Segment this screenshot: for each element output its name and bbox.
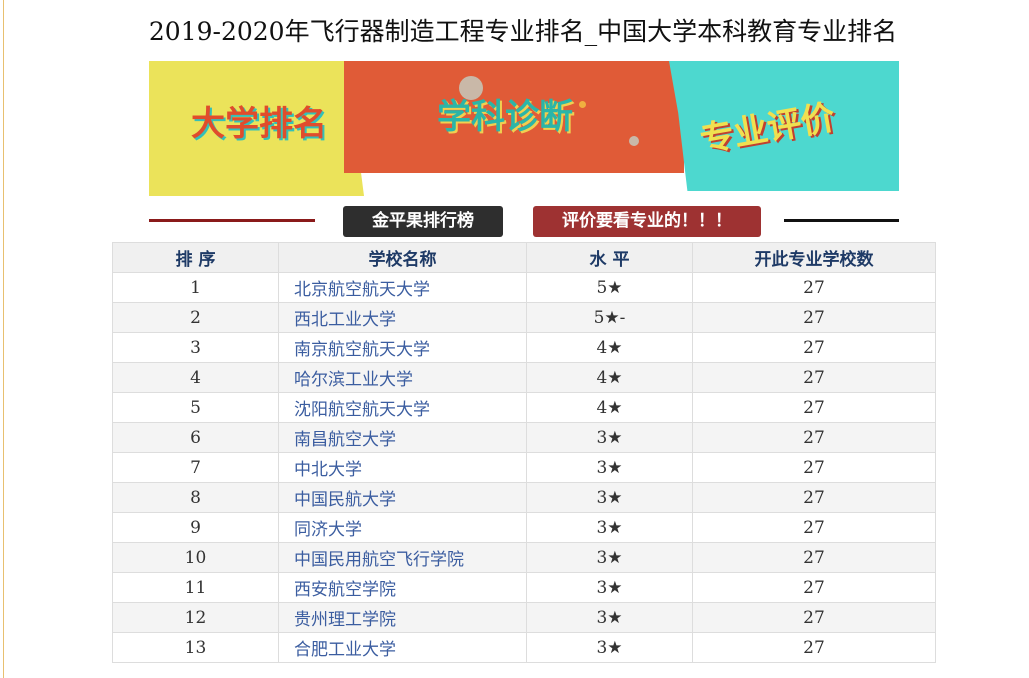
school-link[interactable]: 西北工业大学 (278, 302, 527, 333)
school-link[interactable]: 中北大学 (278, 452, 527, 483)
count-cell: 27 (692, 392, 936, 423)
level-cell: 3★ (526, 452, 693, 483)
rank-cell: 8 (112, 482, 279, 513)
rank-cell: 5 (112, 392, 279, 423)
level-cell: 5★ (526, 272, 693, 303)
page-border (3, 0, 4, 678)
table-row: 6 南昌航空大学 3★ 27 (112, 422, 936, 453)
count-cell: 27 (692, 602, 936, 633)
count-cell: 27 (692, 482, 936, 513)
slogan-tag: 评价要看专业的！！！ (533, 206, 761, 237)
school-link[interactable]: 哈尔滨工业大学 (278, 362, 527, 393)
table-row: 9 同济大学 3★ 27 (112, 512, 936, 543)
level-cell: 4★ (526, 362, 693, 393)
rank-cell: 3 (112, 332, 279, 363)
table-row: 2 西北工业大学 5★- 27 (112, 302, 936, 333)
count-cell: 27 (692, 512, 936, 543)
table-row: 7 中北大学 3★ 27 (112, 452, 936, 483)
school-link[interactable]: 沈阳航空航天大学 (278, 392, 527, 423)
banner-panel-cyan (669, 61, 899, 191)
rank-cell: 13 (112, 632, 279, 663)
banner-panel-yellow (149, 61, 364, 196)
ranking-tag: 金平果排行榜 (343, 206, 503, 237)
header-count: 开此专业学校数 (692, 242, 936, 273)
banner-image: 大学排名 学科诊断 专业评价 (149, 61, 899, 201)
school-link[interactable]: 西安航空学院 (278, 572, 527, 603)
count-cell: 27 (692, 332, 936, 363)
header-rank: 排 序 (112, 242, 279, 273)
school-link[interactable]: 南昌航空大学 (278, 422, 527, 453)
table-row: 8 中国民航大学 3★ 27 (112, 482, 936, 513)
school-link[interactable]: 中国民航大学 (278, 482, 527, 513)
level-cell: 3★ (526, 512, 693, 543)
rank-cell: 12 (112, 602, 279, 633)
level-cell: 5★- (526, 302, 693, 333)
table-row: 1 北京航空航天大学 5★ 27 (112, 272, 936, 303)
decor-dot (459, 76, 483, 100)
count-cell: 27 (692, 422, 936, 453)
divider-left (149, 219, 315, 222)
table-row: 3 南京航空航天大学 4★ 27 (112, 332, 936, 363)
level-cell: 3★ (526, 422, 693, 453)
rank-cell: 1 (112, 272, 279, 303)
count-cell: 27 (692, 362, 936, 393)
header-level: 水 平 (526, 242, 693, 273)
count-cell: 27 (692, 452, 936, 483)
table-header: 排 序 学校名称 水 平 开此专业学校数 (112, 242, 936, 273)
rank-cell: 4 (112, 362, 279, 393)
table-row: 13 合肥工业大学 3★ 27 (112, 632, 936, 663)
rank-cell: 7 (112, 452, 279, 483)
rank-cell: 6 (112, 422, 279, 453)
page-title: 2019-2020年飞行器制造工程专业排名_中国大学本科教育专业排名 (148, 17, 898, 46)
level-cell: 4★ (526, 332, 693, 363)
rank-cell: 10 (112, 542, 279, 573)
count-cell: 27 (692, 542, 936, 573)
rank-cell: 9 (112, 512, 279, 543)
level-cell: 3★ (526, 602, 693, 633)
rank-cell: 2 (112, 302, 279, 333)
decor-dot (579, 101, 586, 108)
school-link[interactable]: 同济大学 (278, 512, 527, 543)
decor-dot (629, 136, 639, 146)
count-cell: 27 (692, 302, 936, 333)
header-school: 学校名称 (278, 242, 527, 273)
table-row: 11 西安航空学院 3★ 27 (112, 572, 936, 603)
rank-cell: 11 (112, 572, 279, 603)
table-row: 12 贵州理工学院 3★ 27 (112, 602, 936, 633)
level-cell: 3★ (526, 572, 693, 603)
level-cell: 4★ (526, 392, 693, 423)
school-link[interactable]: 北京航空航天大学 (278, 272, 527, 303)
banner-panel-red (344, 61, 684, 173)
table-row: 4 哈尔滨工业大学 4★ 27 (112, 362, 936, 393)
banner-text-1: 大学排名 (191, 104, 327, 144)
school-link[interactable]: 南京航空航天大学 (278, 332, 527, 363)
level-cell: 3★ (526, 632, 693, 663)
count-cell: 27 (692, 272, 936, 303)
table-row: 5 沈阳航空航天大学 4★ 27 (112, 392, 936, 423)
count-cell: 27 (692, 632, 936, 663)
school-link[interactable]: 中国民用航空飞行学院 (278, 542, 527, 573)
table-row: 10 中国民用航空飞行学院 3★ 27 (112, 542, 936, 573)
school-link[interactable]: 贵州理工学院 (278, 602, 527, 633)
banner-text-2: 学科诊断 (437, 97, 573, 137)
level-cell: 3★ (526, 542, 693, 573)
divider-right (784, 219, 899, 222)
ranking-table: 排 序 学校名称 水 平 开此专业学校数 1 北京航空航天大学 5★ 27 2 西北工业大… (112, 242, 936, 663)
level-cell: 3★ (526, 482, 693, 513)
school-link[interactable]: 合肥工业大学 (278, 632, 527, 663)
count-cell: 27 (692, 572, 936, 603)
